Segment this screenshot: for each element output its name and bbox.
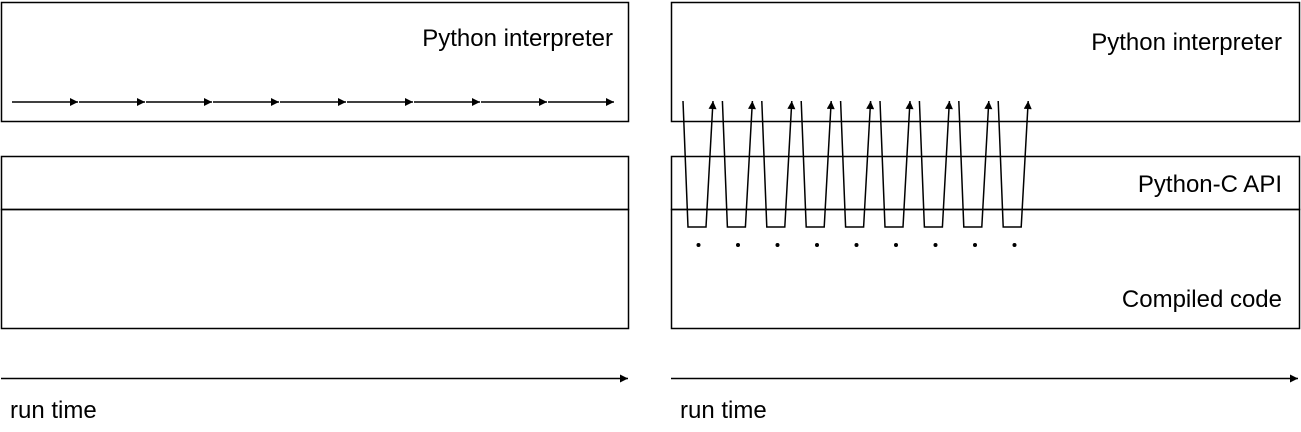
compiled-dot <box>933 243 938 247</box>
c-call-arrow <box>839 100 875 228</box>
right-capi-label: Python-C API <box>1138 171 1282 198</box>
compiled-dot <box>854 243 859 247</box>
right-compiled-dots <box>696 243 1017 247</box>
right-compiled-box <box>670 208 1301 330</box>
c-call-arrow <box>997 100 1032 228</box>
right-time-label: run time <box>680 397 767 424</box>
c-call-arrow <box>918 100 953 228</box>
left-interpreter-label: Python interpreter <box>422 25 613 52</box>
left-compiled-box <box>0 208 630 330</box>
left-interpreter-box <box>0 1 630 123</box>
left-panel: Python interpreter run time <box>0 1 630 424</box>
left-capi-box <box>0 155 630 211</box>
compiled-dot <box>775 243 780 247</box>
compiled-dot <box>894 243 898 247</box>
compiled-dot <box>736 243 740 247</box>
right-interpreter-box <box>670 1 1301 123</box>
c-call-arrow <box>682 100 717 228</box>
c-call-arrow <box>879 100 914 228</box>
c-call-arrow <box>958 100 993 228</box>
right-panel: Python interpreter Python-C API Compiled… <box>670 1 1301 424</box>
right-compiled-label: Compiled code <box>1122 286 1282 313</box>
right-call-arrows <box>682 100 1032 228</box>
right-interpreter-label: Python interpreter <box>1091 29 1282 56</box>
c-call-arrow <box>761 100 796 228</box>
c-call-arrow <box>800 100 835 228</box>
compiled-dot <box>1012 243 1017 247</box>
compiled-dot <box>696 243 701 247</box>
c-call-arrow <box>721 100 756 228</box>
compiled-dot <box>973 243 977 247</box>
compiled-dot <box>815 243 819 247</box>
left-time-label: run time <box>10 397 97 424</box>
